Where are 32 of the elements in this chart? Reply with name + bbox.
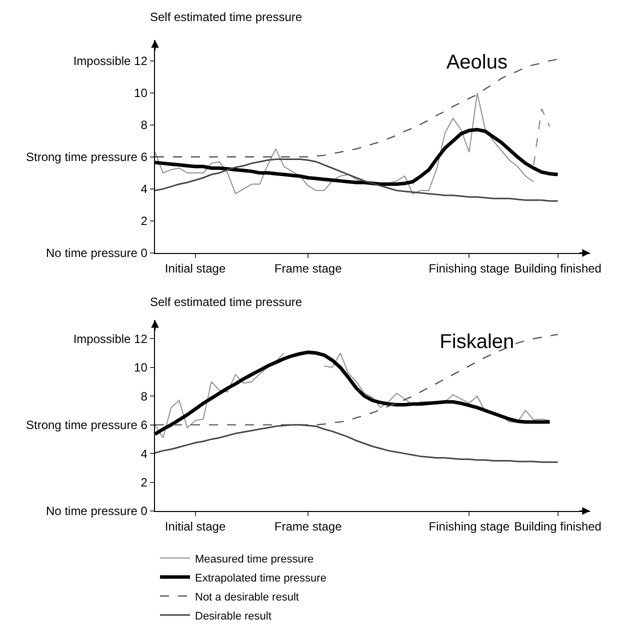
y-tick-label: Impossible 12 [73,54,148,68]
y-tick-label: 8 [140,389,148,404]
y-tick-label: 10 [134,86,148,100]
legend-label: Not a desirable result [195,591,299,604]
line-series [155,92,534,194]
y-tick-label: 10 [134,360,148,375]
y-tick-label: 8 [140,118,148,132]
x-tick-label: Building finished [514,262,602,276]
x-tick-label: Finishing stage [428,262,510,276]
y-axis-title: Self estimated time pressure [150,10,302,24]
y-tick-label: 4 [140,446,148,461]
x-tick-label: Frame stage [274,262,342,276]
y-tick-label: Strong time pressure 6 [26,418,148,432]
text: Aeolus [446,51,508,74]
y-tick-label: 2 [140,475,148,490]
y-axis-title: Self estimated time pressure [150,295,302,309]
line-series [155,334,558,426]
x-tick-label: Initial stage [164,262,226,276]
y-tick-label: Strong time pressure 6 [26,150,148,164]
legend-label: Measured time pressure [195,553,314,566]
y-tick-label: No time pressure 0 [46,504,148,518]
x-tick-label: Building finished [514,520,602,534]
x-tick-label: Initial stage [164,520,226,534]
y-tick-label: 2 [140,214,148,228]
text: Fiskalen [440,331,514,354]
y-tick-label: Impossible 12 [73,332,148,346]
legend-label: Extrapolated time pressure [195,572,326,584]
legend-label: Desirable result [195,610,272,622]
x-tick-label: Frame stage [274,520,342,534]
y-tick-label: No time pressure 0 [46,246,148,260]
y-tick-label: 4 [140,182,148,196]
x-tick-label: Finishing stage [428,520,510,534]
